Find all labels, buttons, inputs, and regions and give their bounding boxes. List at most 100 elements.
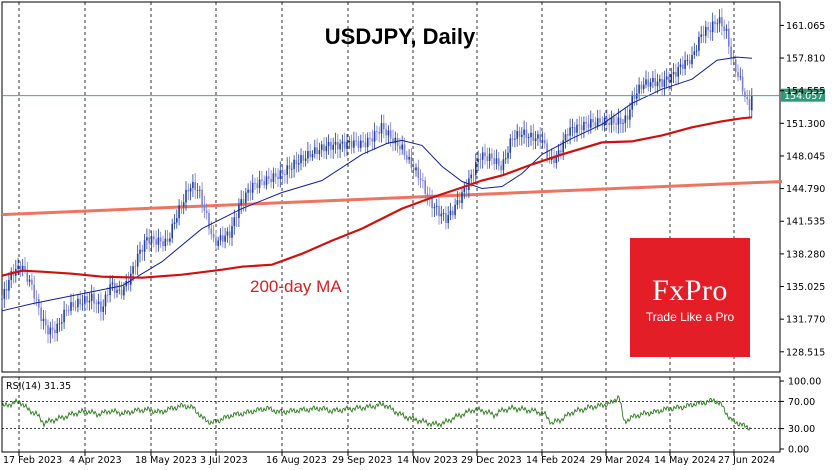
candle-body: [412, 167, 415, 171]
candle-body: [77, 298, 79, 308]
candle-body: [369, 137, 371, 139]
candle-body: [176, 218, 178, 223]
candle-body: [700, 34, 702, 37]
candle-body: [118, 289, 121, 291]
candle-body: [401, 144, 403, 150]
candle-body: [203, 205, 206, 211]
candle-body: [698, 36, 700, 51]
x-tick-label: 4 Apr 2023: [69, 455, 122, 466]
candle-body: [541, 140, 544, 143]
candle-body: [645, 79, 647, 85]
candle-body: [633, 94, 636, 99]
candle-body: [707, 26, 709, 31]
candle-body: [502, 159, 505, 171]
trendline-segment: [1, 179, 783, 217]
candle-body: [231, 226, 233, 238]
candle-body: [178, 205, 180, 219]
rsi-label: RSI(14) 31.35: [6, 381, 71, 392]
candle-body: [525, 129, 528, 138]
candle-body: [284, 174, 286, 176]
y-tick-label: 131.770: [786, 315, 825, 326]
candle-body: [238, 204, 240, 218]
candle-body: [484, 152, 486, 157]
candle-body: [516, 130, 518, 139]
candle-body: [373, 131, 376, 142]
rsi-tick-label: 100.00: [788, 377, 821, 388]
candle-body: [571, 127, 574, 128]
chart-title: USDJPY, Daily: [325, 24, 476, 49]
current-price-tag: [781, 88, 825, 102]
candle-body: [668, 76, 670, 83]
candle-body: [737, 72, 739, 77]
candle-body: [435, 205, 438, 207]
trendline: [1, 179, 783, 217]
y-tick-label: 151.300: [786, 119, 825, 130]
candle-body: [102, 306, 104, 312]
candle-body: [534, 138, 537, 142]
candle-body: [127, 280, 130, 285]
candle-body: [295, 159, 298, 165]
candle-body: [725, 28, 728, 31]
price-axis: 161.065 157.810 154.555 151.300 148.045 144.7…: [780, 21, 825, 358]
x-tick-label: 29 Sep 2023: [332, 455, 392, 466]
candle-body: [576, 124, 578, 133]
x-tick-label: 18 May 2023: [135, 455, 197, 466]
candle-body: [431, 197, 433, 209]
candle-body: [452, 210, 454, 216]
candle-body: [199, 189, 201, 191]
candle-body: [272, 173, 275, 183]
candle-body: [521, 134, 523, 137]
candle-body: [134, 266, 137, 268]
candle-body: [472, 174, 475, 176]
candle-body: [224, 235, 226, 242]
candle-body: [728, 28, 730, 47]
candle-body: [17, 265, 19, 269]
candle-body: [164, 238, 167, 247]
candle-body: [624, 115, 627, 124]
candle-body: [146, 237, 148, 241]
candle-body: [376, 131, 378, 132]
candle-body: [661, 79, 663, 87]
candle-body: [162, 241, 164, 247]
candle-body: [364, 142, 367, 148]
candle-body: [564, 134, 567, 141]
candle-body: [309, 151, 311, 158]
candle-body: [555, 155, 558, 163]
candle-body: [562, 140, 564, 153]
candle-body: [40, 307, 42, 321]
candle-body: [288, 165, 291, 170]
candle-body: [274, 173, 277, 177]
candle-body: [95, 303, 98, 305]
rsi-tick-label: 0.00: [788, 445, 809, 456]
candle-body: [141, 249, 144, 252]
y-tick-label: 135.025: [786, 282, 825, 293]
candle-body: [302, 155, 305, 161]
candle-body: [504, 158, 507, 160]
candle-body: [242, 199, 245, 203]
y-tick-label: 161.065: [786, 21, 825, 32]
candle-body: [371, 138, 374, 142]
candle-body: [49, 327, 52, 335]
candle-body: [346, 142, 348, 149]
candle-body: [107, 294, 109, 296]
candle-body: [567, 134, 569, 136]
candle-body: [256, 183, 259, 189]
ma-50-path: [1, 56, 753, 312]
candle-body: [332, 144, 334, 150]
candle-body: [679, 64, 682, 67]
candle-body: [380, 123, 383, 134]
candle-body: [291, 168, 293, 170]
candle-body: [479, 159, 482, 160]
candle-body: [93, 293, 95, 304]
candle-body: [438, 205, 440, 217]
candle-body: [343, 141, 346, 149]
candle-body: [72, 302, 75, 307]
candle-body: [569, 127, 571, 136]
candle-body: [33, 284, 35, 299]
candle-body: [265, 176, 268, 186]
candle-body: [297, 163, 300, 165]
time-axis: 17 Feb 2023 4 Apr 2023 18 May 2023 3 Jul 20…: [3, 452, 775, 466]
candle-body: [705, 26, 707, 36]
candle-body: [511, 138, 514, 140]
candle-body: [396, 137, 399, 146]
